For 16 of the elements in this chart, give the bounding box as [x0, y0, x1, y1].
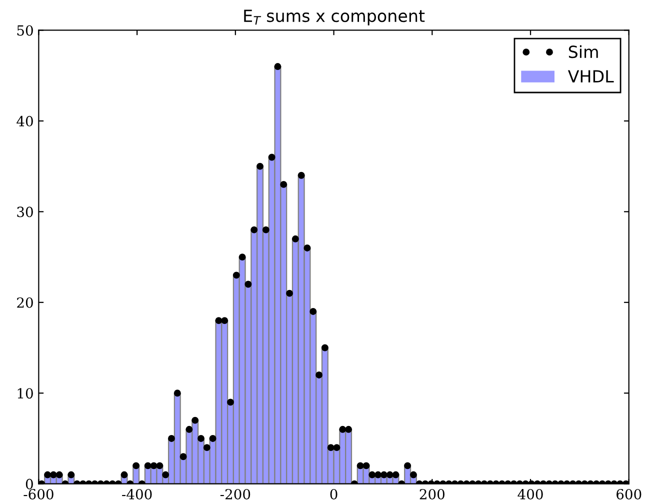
- y-tick-label: 0: [26, 478, 33, 490]
- x-tick-label: 600: [616, 488, 642, 500]
- y-tick-label: 40: [16, 116, 33, 126]
- x-tick-label: 0: [330, 488, 338, 500]
- x-tick-label: 400: [518, 488, 543, 500]
- legend-label: Sim: [568, 45, 598, 58]
- x-tick-label: -600: [24, 488, 54, 500]
- x-tick-label: -200: [220, 488, 250, 500]
- y-tick-label: 30: [17, 206, 33, 218]
- y-tick-label: 50: [17, 25, 33, 36]
- y-tick-label: 10: [18, 388, 33, 399]
- x-tick-label: 200: [420, 488, 444, 500]
- y-tick-label: 20: [17, 297, 33, 308]
- legend-label: VHDL: [568, 70, 614, 82]
- x-tick-label: -400: [122, 488, 152, 500]
- chart-title: E$_{T}$ sums x component: [244, 10, 425, 26]
